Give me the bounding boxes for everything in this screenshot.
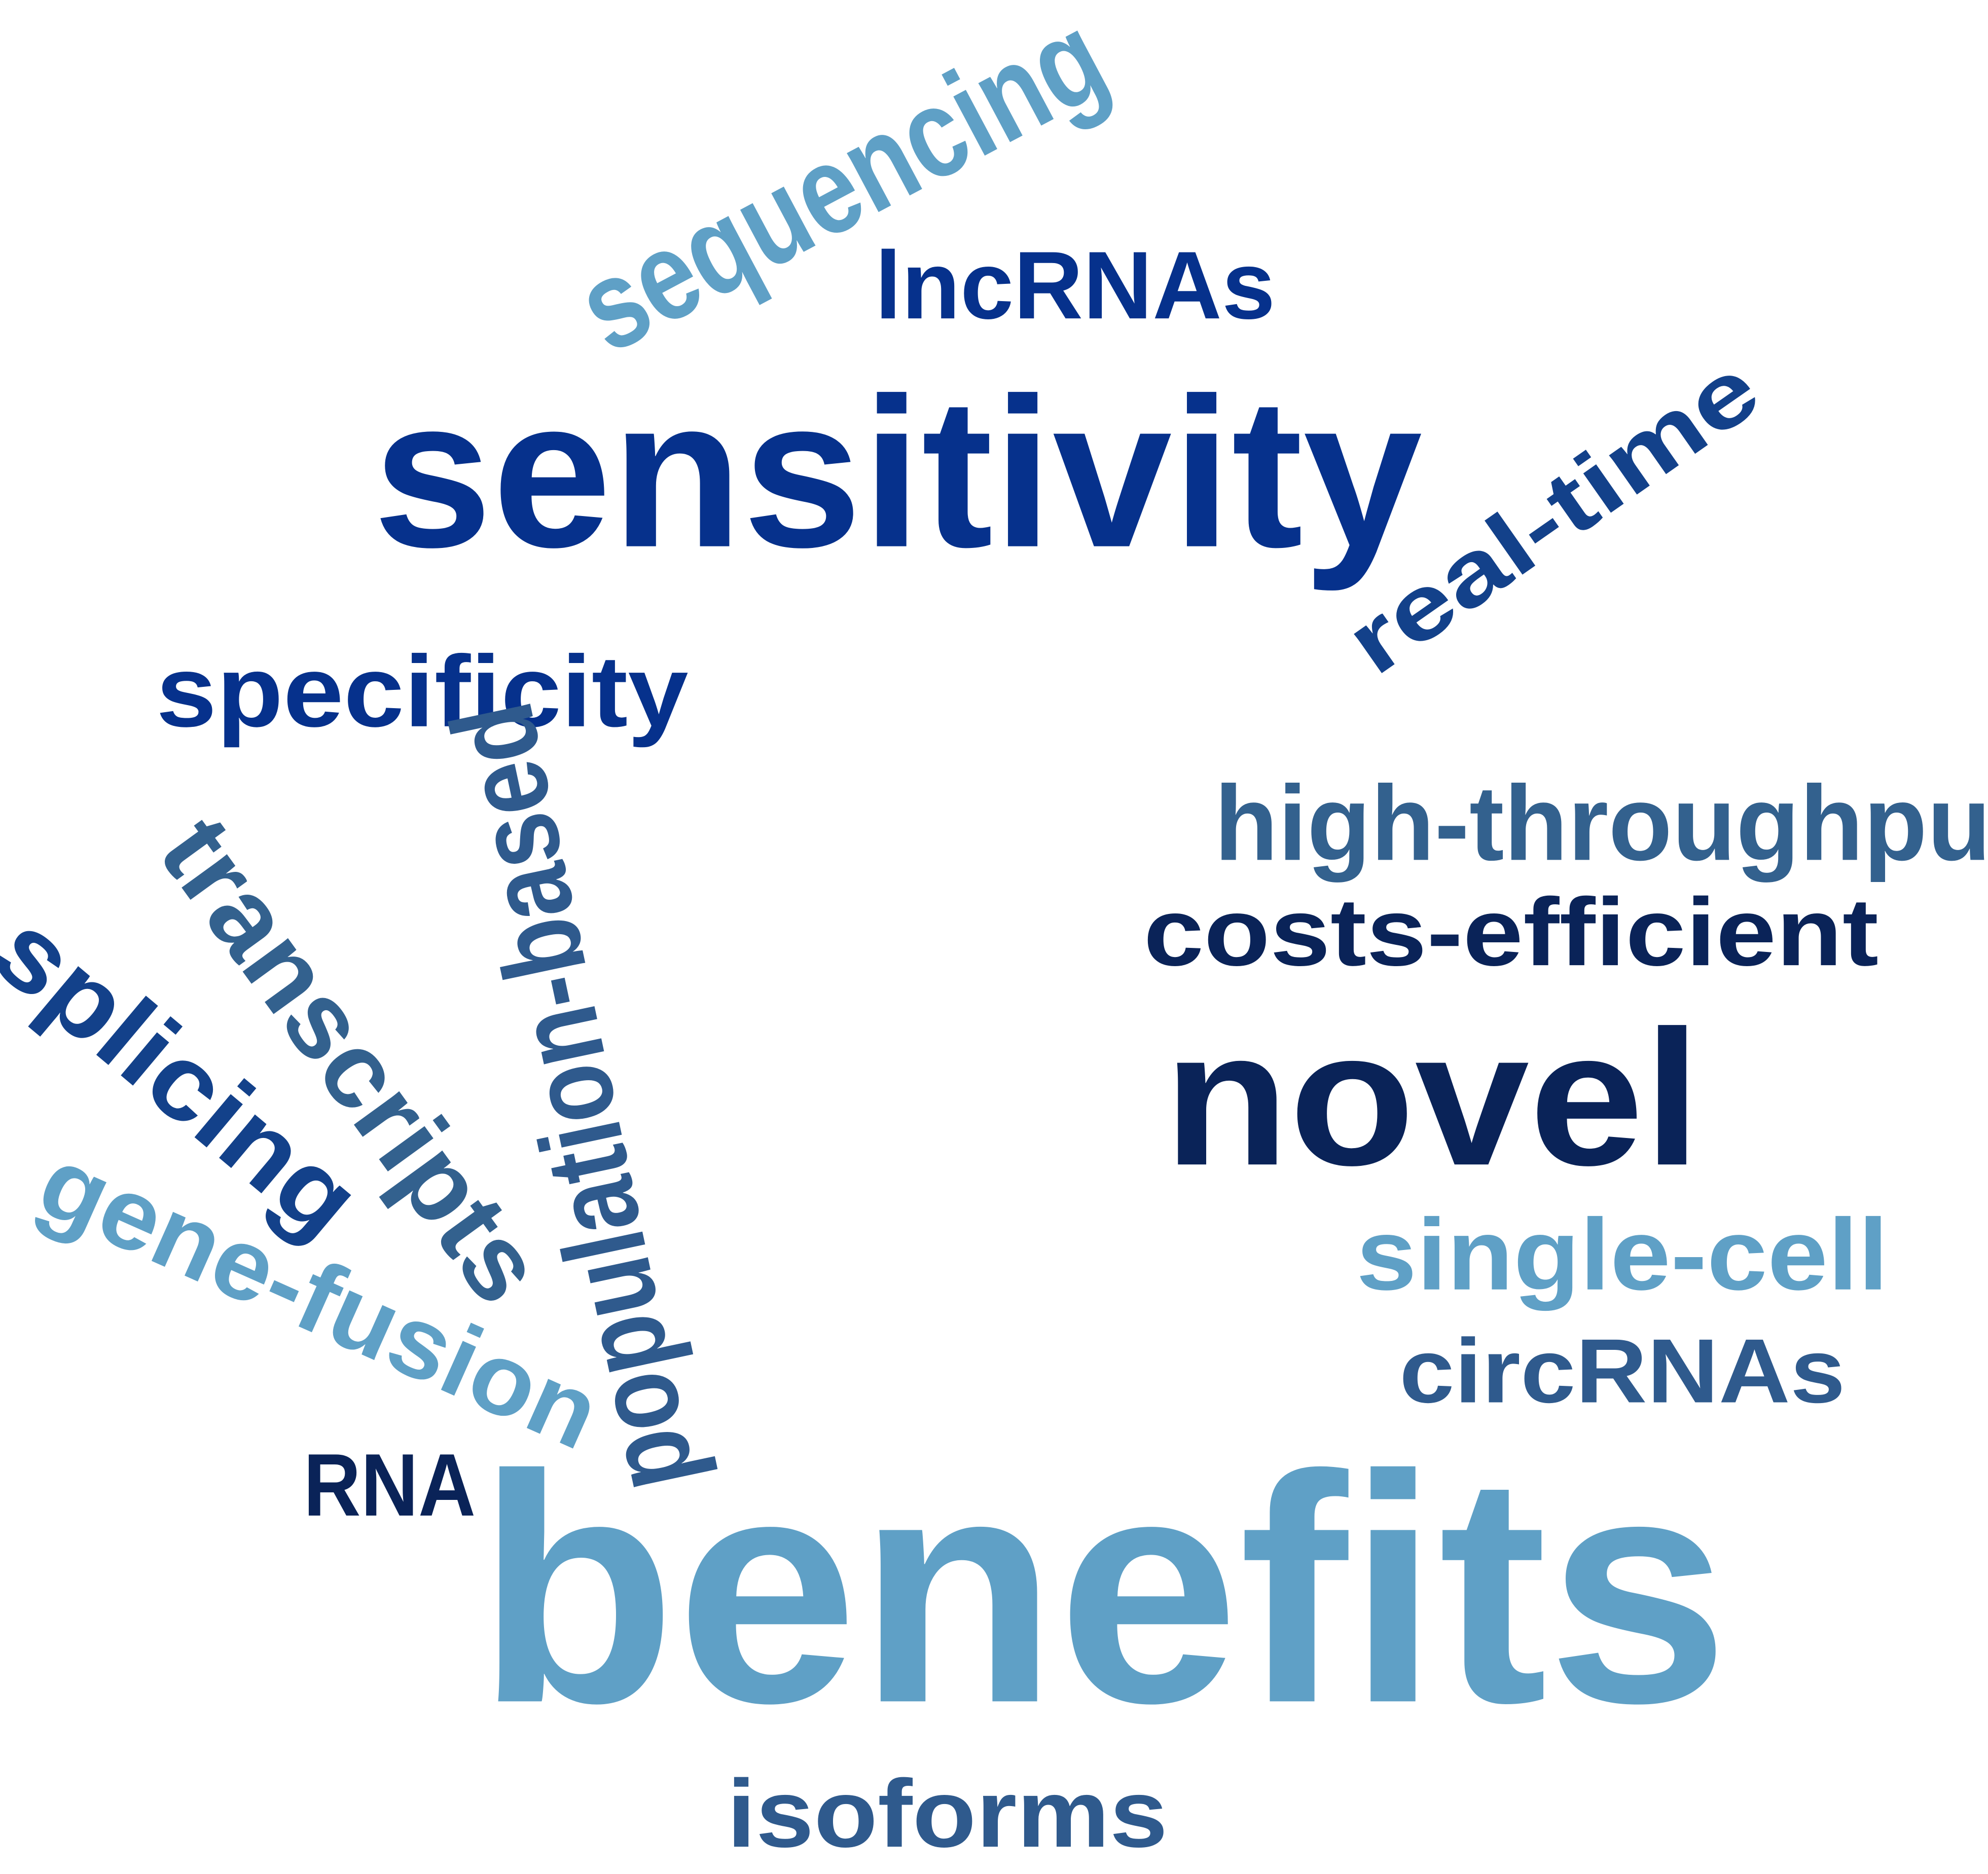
word-rna: RNA — [303, 1435, 476, 1535]
word-isoforms: isoforms — [727, 1759, 1168, 1867]
word-specificity: specificity — [156, 635, 689, 748]
word-single-cell: single-cell — [1356, 1198, 1889, 1311]
word-lncrnas: lncRNAs — [875, 231, 1275, 339]
word-circrnas: circRNAs — [1399, 1319, 1846, 1422]
word-sensitivity: sensitivity — [372, 353, 1422, 592]
word-high-throughput: high-throughput — [1214, 763, 1988, 883]
word-costs-efficient: costs-efficient — [1143, 878, 1878, 986]
word-novel: novel — [1164, 990, 1701, 1206]
word-benefits: benefits — [477, 1407, 1729, 1770]
